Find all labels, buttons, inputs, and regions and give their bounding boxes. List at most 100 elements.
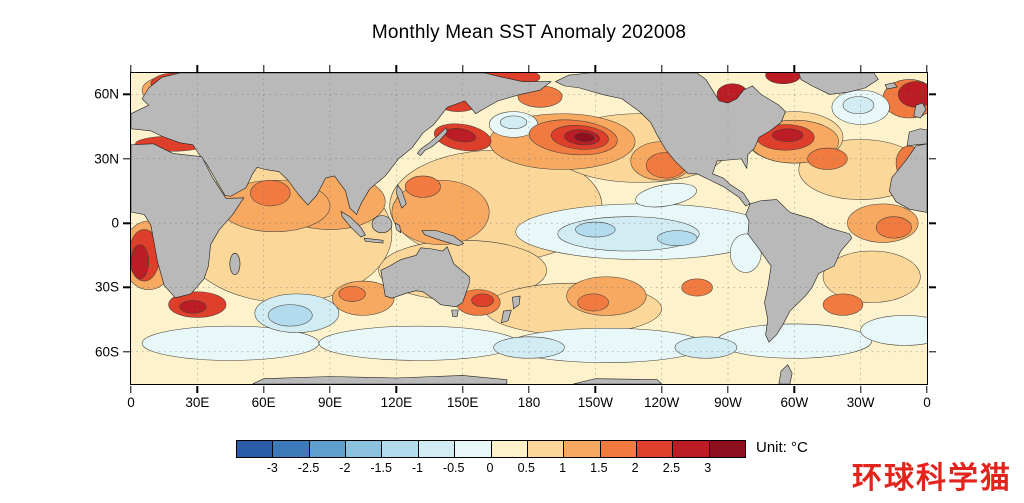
x-tick-mark [594,385,597,393]
y-tick-mark [928,93,936,96]
y-tick-label: 0 [111,215,119,231]
anomaly-region [822,293,864,316]
region-tasmania [451,309,459,317]
x-tick-label: 30E [185,395,210,410]
region-sulawesi [394,222,402,234]
anomaly-region [674,336,738,359]
colorbar-tick-label: 0 [486,461,494,475]
region-new-guinea [421,230,465,246]
colorbar-tick-label: 1 [559,461,567,475]
continent-south-america [745,199,853,343]
x-tick-mark [926,64,928,72]
y-tick-label: 30N [94,151,119,167]
x-tick-label: 90W [714,395,742,410]
x-tick-label: 120W [644,395,680,410]
x-tick-mark [395,64,398,72]
region-greenland [798,73,879,95]
x-tick-mark [859,385,862,393]
colorbar-cell [673,441,710,457]
region-japan [417,127,448,156]
anomaly-region [404,175,441,198]
y-tick-label: 30S [94,279,119,295]
anomaly-region [875,216,912,239]
y-tick-mark [928,286,936,289]
region-antarctica-1 [252,375,508,384]
world-map-canvas [131,73,927,384]
region-sumatra [340,211,366,238]
x-tick-mark [793,385,796,393]
anomaly-region [318,325,519,361]
x-tick-mark [461,64,464,72]
x-tick-label: 150E [446,395,479,410]
colorbar-tick-label: -1 [411,461,423,475]
chart-title: Monthly Mean SST Anomaly 202008 [371,22,687,43]
colorbar-cell [418,441,456,457]
y-tick-label: 60S [94,344,119,360]
colorbar-cell [527,441,565,457]
colorbar-tick-label: -0.5 [442,461,465,475]
x-tick-mark [130,64,132,72]
region-british-isles [913,102,927,119]
map-frame: 60N 30N 0 30S 60S 0 30E 60E 90E 120E 150E 180 150W 12… [94,64,936,410]
anomaly-region [577,293,609,312]
continent-australia [380,246,470,308]
y-tick-mark [122,93,130,96]
x-tick-label: 0 [127,395,135,410]
region-java [363,237,384,244]
colorbar-cell [309,441,347,457]
x-tick-label: 120E [380,395,413,410]
region-iceland [884,82,898,90]
y-tick-mark [122,222,130,224]
x-tick-label: 30W [846,395,875,410]
x-tick-mark [461,385,464,393]
anomaly-region [179,300,207,314]
anomaly-region [131,244,149,280]
anomaly-region [499,115,528,130]
colorbar-tick-label: -2 [339,461,351,475]
colorbar-tick-label: 0.5 [517,461,535,475]
continent-eurasia [131,73,552,215]
anomaly-region [860,315,927,346]
colorbar-tick-label: -2.5 [297,461,320,475]
colorbar [236,440,746,458]
anomaly-region [635,183,697,208]
colorbar-cell [636,441,674,457]
x-tick-mark [528,385,530,393]
x-tick-mark [329,64,331,72]
x-tick-mark [196,64,199,72]
y-tick-mark [122,351,130,353]
x-tick-label: 60W [780,395,809,410]
continent-west-africa-sliver [889,143,927,213]
x-tick-label: 90E [317,395,343,410]
colorbar-cell [491,441,528,457]
y-tick-mark [928,158,936,160]
colorbar-tick-label: 3 [704,461,712,475]
x-tick-mark [262,385,265,393]
anomaly-region [842,96,875,115]
anomaly-region [771,128,804,142]
y-tick-mark [928,351,936,353]
region-borneo [371,215,393,234]
x-tick-label: 60E [251,395,276,410]
anomaly-region [822,250,921,303]
y-tick-mark [928,222,936,224]
colorbar-tick-label: 2 [631,461,639,475]
region-new-zealand-south [501,309,512,324]
x-tick-mark [262,64,265,72]
x-tick-mark [130,385,132,393]
x-tick-mark [727,385,729,393]
colorbar-tick-label: 1.5 [590,461,608,475]
region-iberia [906,128,927,147]
colorbar-cell [709,441,746,457]
x-tick-mark [859,64,862,72]
anomaly-region [574,132,595,142]
graticule-gridlines [131,73,927,384]
region-new-zealand-north [512,295,521,310]
colorbar-cell [382,441,419,457]
unit-label: Unit: °C [756,439,808,456]
x-tick-label: 180 [517,395,541,410]
colorbar-cell [237,441,274,457]
anomaly-region [250,179,291,207]
colorbar-tick-label: -1.5 [370,461,392,475]
colorbar-cell [564,441,601,457]
